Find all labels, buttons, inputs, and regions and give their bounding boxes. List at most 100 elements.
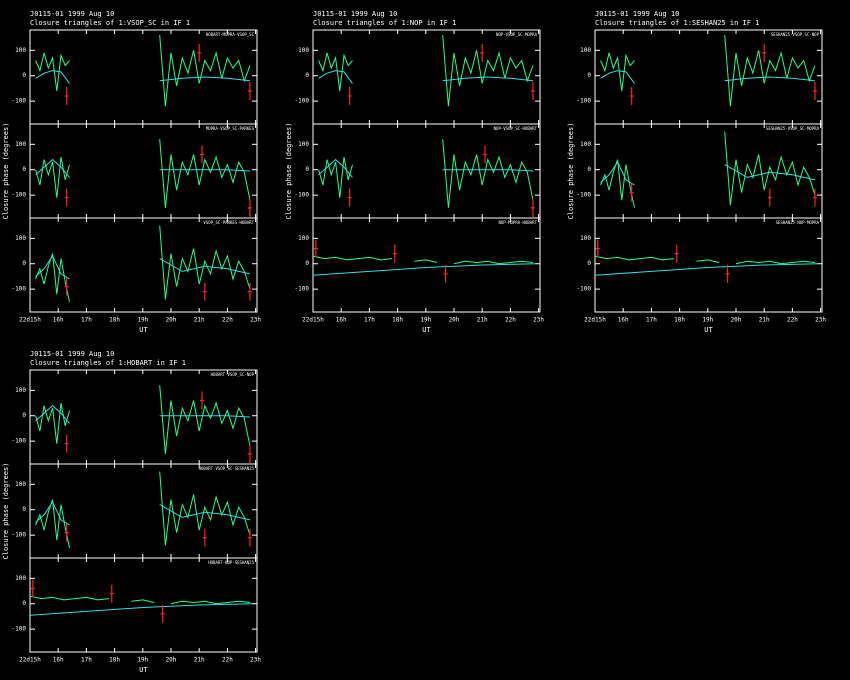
x-tick-label: 22d15h: [584, 317, 606, 324]
x-tick-label: 16h: [53, 657, 64, 664]
y-tick-label: -100: [12, 438, 27, 445]
x-tick-label: 17h: [364, 317, 375, 324]
flagged-point: [247, 282, 252, 301]
model-curve: [35, 501, 251, 526]
triangle-label: NOP-VSOP_SC-HOBART: [494, 126, 538, 131]
closure-phase-data: [600, 35, 816, 107]
panel-frame: [312, 217, 541, 313]
x-tick-label: 16h: [336, 317, 347, 324]
flagged-point: [392, 244, 397, 263]
x-tick-label: 20h: [449, 317, 460, 324]
y-axis-label: Closure phase (degrees): [2, 463, 10, 560]
flagged-point: [202, 282, 207, 301]
y-tick-label: 100: [580, 141, 591, 148]
plot-subtitle: Closure triangles of 1:HOBART in IF 1: [30, 359, 186, 367]
flagged-point: [200, 391, 205, 410]
x-tick-label: 22d15h: [19, 657, 41, 664]
y-tick-label: 0: [305, 72, 309, 79]
x-tick-label: 22d15h: [19, 317, 41, 324]
x-tick-label: 21h: [194, 317, 205, 324]
y-tick-label: 100: [298, 235, 309, 242]
closure-phase-data: [35, 385, 251, 454]
y-tick-label: 100: [15, 235, 26, 242]
flagged-point: [812, 188, 817, 207]
y-tick-label: -100: [577, 286, 592, 293]
y-tick-label: 100: [15, 387, 26, 394]
x-tick-label: 19h: [137, 657, 148, 664]
x-tick-label: 22h: [505, 317, 516, 324]
plot-title: J0115-01 1999 Aug 10: [30, 10, 114, 18]
x-tick-label: 21h: [759, 317, 770, 324]
flagged-point: [247, 528, 252, 547]
plot-subtitle: Closure triangles of 1:SESHAN25 in IF 1: [595, 19, 759, 27]
y-tick-label: 100: [580, 235, 591, 242]
flagged-point: [595, 239, 600, 258]
flagged-point: [530, 81, 535, 100]
closure-phase-data: [600, 131, 816, 208]
y-tick-label: 100: [15, 47, 26, 54]
plot-subtitle: Closure triangles of 1:VSOP_SC in IF 1: [30, 19, 190, 27]
triangle-label: HOBART-MOPRA-VSOP_SC: [206, 32, 255, 37]
x-tick-label: 22d15h: [302, 317, 324, 324]
flagged-point: [629, 183, 634, 202]
y-tick-label: -100: [295, 286, 310, 293]
flagged-point: [64, 523, 69, 542]
triangle-label: NOP-VSOP_SC-MOPRA: [496, 32, 538, 37]
y-tick-label: 0: [22, 166, 26, 173]
flagged-point: [64, 434, 69, 453]
y-tick-label: 0: [305, 260, 309, 267]
x-tick-label: 18h: [109, 317, 120, 324]
x-tick-label: 19h: [702, 317, 713, 324]
y-tick-label: -100: [577, 98, 592, 105]
flagged-point: [480, 43, 485, 62]
x-tick-label: 22h: [787, 317, 798, 324]
x-axis-label: UT: [704, 326, 713, 334]
x-tick-label: 18h: [109, 657, 120, 664]
flagged-point: [443, 264, 448, 283]
flagged-point: [197, 43, 202, 62]
y-tick-label: 0: [587, 72, 591, 79]
x-tick-label: 19h: [137, 317, 148, 324]
plot-title: J0115-01 1999 Aug 10: [595, 10, 679, 18]
flagged-point: [200, 145, 205, 164]
flagged-point: [762, 43, 767, 62]
flagged-point: [347, 188, 352, 207]
y-tick-label: 100: [15, 141, 26, 148]
closure-phase-data: [318, 35, 534, 107]
flagged-point: [30, 579, 35, 598]
y-axis-label: Closure phase (degrees): [285, 123, 293, 220]
y-tick-label: 0: [305, 166, 309, 173]
flagged-point: [313, 239, 318, 258]
x-axis-label: UT: [139, 326, 148, 334]
x-tick-label: 23h: [250, 317, 261, 324]
closure-phase-data: [35, 225, 251, 302]
x-tick-label: 20h: [731, 317, 742, 324]
closure-phase-data: [35, 35, 251, 107]
x-tick-label: 21h: [194, 657, 205, 664]
flagged-point: [109, 584, 114, 603]
x-tick-label: 18h: [392, 317, 403, 324]
y-tick-label: -100: [12, 532, 27, 539]
triangle-label: SESHAN25-VSOP_SC-NOP: [771, 32, 820, 37]
y-axis-label: Closure phase (degrees): [567, 123, 575, 220]
model-curve: [312, 263, 536, 276]
x-tick-label: 22h: [222, 317, 233, 324]
y-tick-label: 0: [587, 166, 591, 173]
y-axis-label: Closure phase (degrees): [2, 123, 10, 220]
flagged-point: [767, 188, 772, 207]
x-tick-label: 16h: [53, 317, 64, 324]
triangle-label: SESHAN25-NOP-MOPRA: [776, 220, 820, 225]
triangle-label: VSOP_SC-PARKES-HOBART: [203, 220, 254, 225]
x-axis-label: UT: [139, 666, 148, 674]
flagged-point: [64, 87, 69, 106]
x-axis-label: UT: [422, 326, 431, 334]
y-tick-label: 100: [580, 47, 591, 54]
model-curve: [594, 263, 818, 276]
x-tick-label: 21h: [477, 317, 488, 324]
x-tick-label: 17h: [81, 657, 92, 664]
closure-phase-data: [35, 471, 251, 548]
y-tick-label: -100: [12, 626, 27, 633]
flagged-point: [812, 81, 817, 100]
